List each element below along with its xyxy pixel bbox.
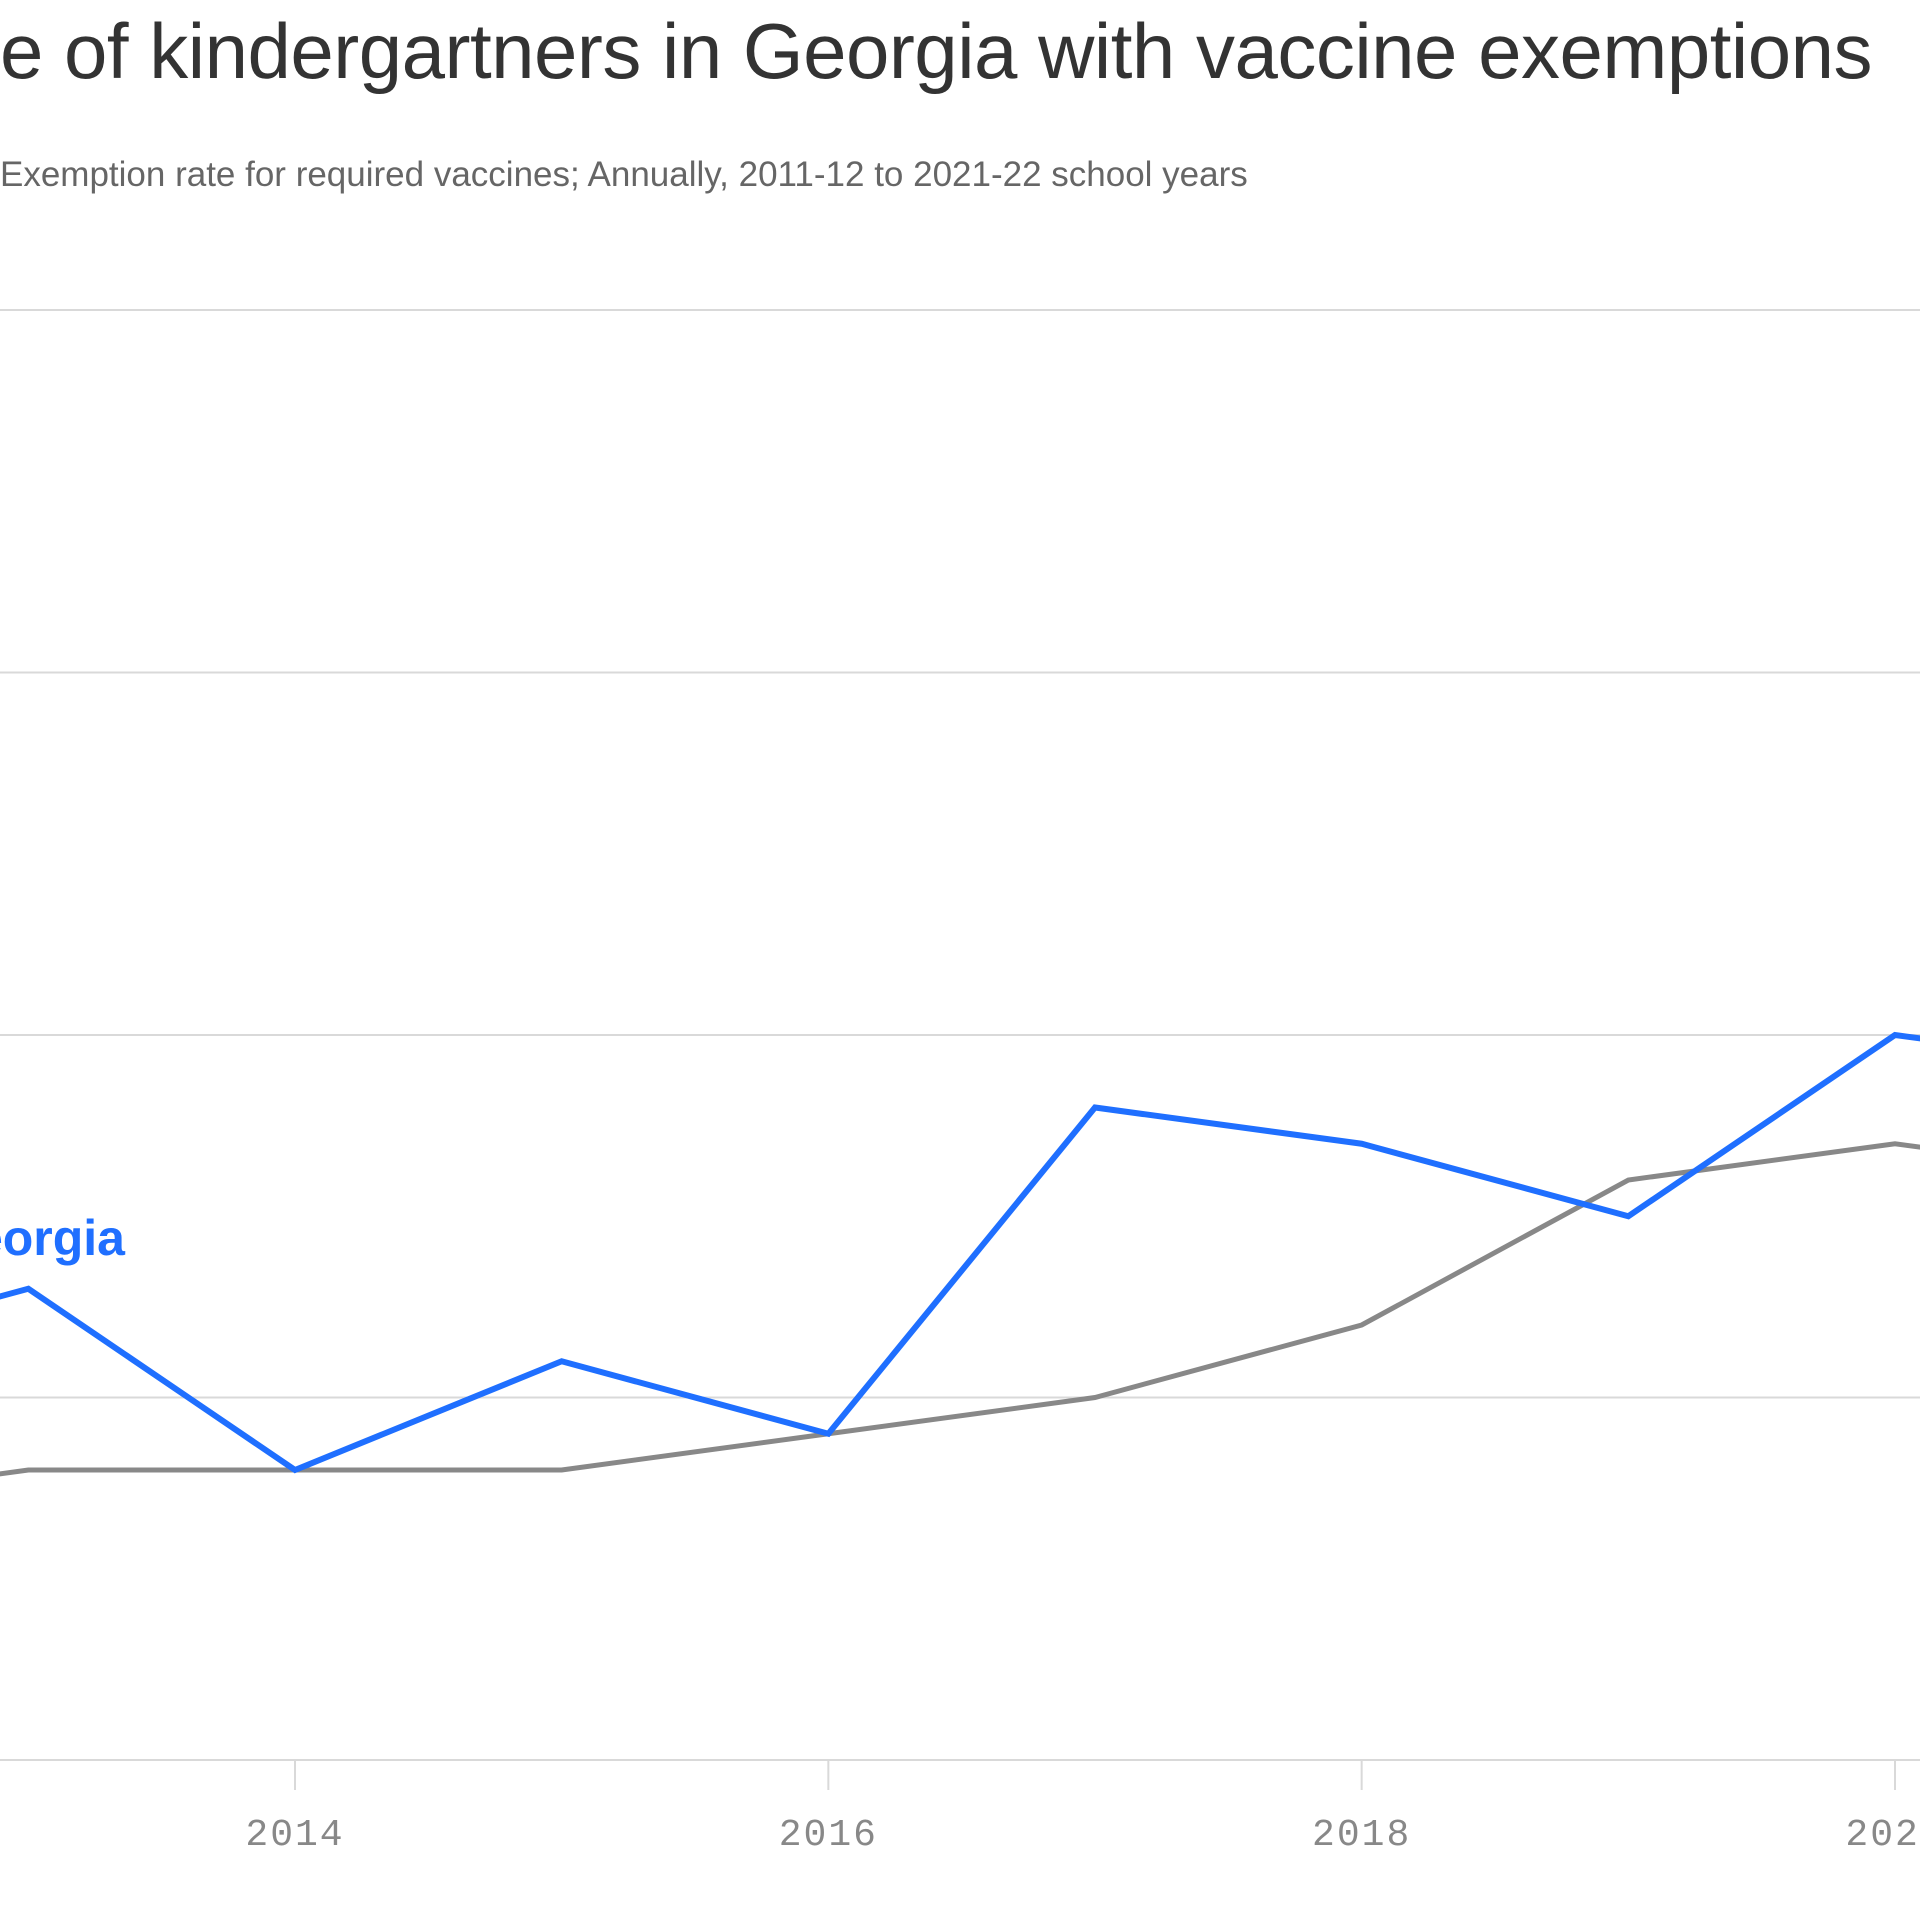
gridlines (0, 309, 1920, 1761)
series-line-u-s (0, 1141, 1920, 1477)
chart-title: e of kindergartners in Georgia with vacc… (0, 7, 1872, 95)
x-tick-label-2020: 2020 (1845, 1814, 1920, 1857)
x-axis: 2014 2016 2018 2020 (245, 1760, 1920, 1857)
series-labels: Georgia (0, 1210, 126, 1266)
series-lines (0, 1031, 1920, 1477)
x-tick-label-2016: 2016 (779, 1814, 878, 1857)
x-tick-label-2018: 2018 (1312, 1814, 1411, 1857)
x-tick-label-2014: 2014 (245, 1814, 344, 1857)
series-line-georgia (0, 1031, 1920, 1474)
chart-subtitle: Exemption rate for required vaccines; An… (0, 155, 1248, 194)
series-label-georgia: Georgia (0, 1210, 126, 1266)
